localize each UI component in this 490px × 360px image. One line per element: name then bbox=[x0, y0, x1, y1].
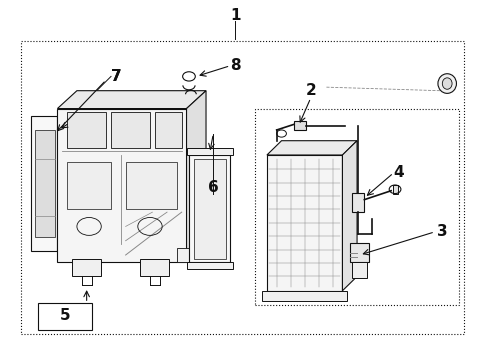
Polygon shape bbox=[177, 248, 192, 262]
Text: 1: 1 bbox=[230, 8, 241, 23]
Polygon shape bbox=[34, 130, 55, 237]
Polygon shape bbox=[187, 148, 233, 155]
Polygon shape bbox=[352, 193, 365, 212]
Bar bbox=[21, 41, 464, 334]
Text: 4: 4 bbox=[393, 165, 404, 180]
Polygon shape bbox=[67, 112, 106, 148]
Polygon shape bbox=[111, 112, 150, 148]
Text: 2: 2 bbox=[305, 83, 316, 98]
Polygon shape bbox=[194, 158, 225, 258]
Polygon shape bbox=[267, 155, 343, 291]
Text: 8: 8 bbox=[230, 58, 241, 73]
Bar bbox=[255, 109, 460, 305]
Polygon shape bbox=[187, 91, 206, 262]
Polygon shape bbox=[72, 258, 101, 276]
Text: 3: 3 bbox=[437, 224, 448, 239]
Polygon shape bbox=[125, 162, 177, 208]
Bar bbox=[294, 121, 306, 130]
Polygon shape bbox=[267, 141, 357, 155]
Polygon shape bbox=[57, 109, 187, 262]
Text: 6: 6 bbox=[208, 180, 219, 195]
Bar bbox=[392, 185, 398, 194]
Polygon shape bbox=[343, 141, 357, 291]
Polygon shape bbox=[140, 258, 170, 276]
Polygon shape bbox=[187, 262, 233, 269]
Text: 7: 7 bbox=[111, 69, 121, 84]
Polygon shape bbox=[67, 162, 111, 208]
Polygon shape bbox=[352, 262, 367, 278]
Text: 7: 7 bbox=[111, 69, 121, 84]
Ellipse shape bbox=[438, 74, 457, 93]
Text: 5: 5 bbox=[59, 308, 70, 323]
Polygon shape bbox=[30, 116, 57, 251]
Ellipse shape bbox=[442, 78, 452, 89]
Bar bbox=[38, 303, 92, 330]
Polygon shape bbox=[57, 91, 206, 109]
Polygon shape bbox=[155, 112, 182, 148]
Polygon shape bbox=[189, 155, 230, 262]
Polygon shape bbox=[350, 243, 369, 262]
Polygon shape bbox=[262, 291, 347, 301]
